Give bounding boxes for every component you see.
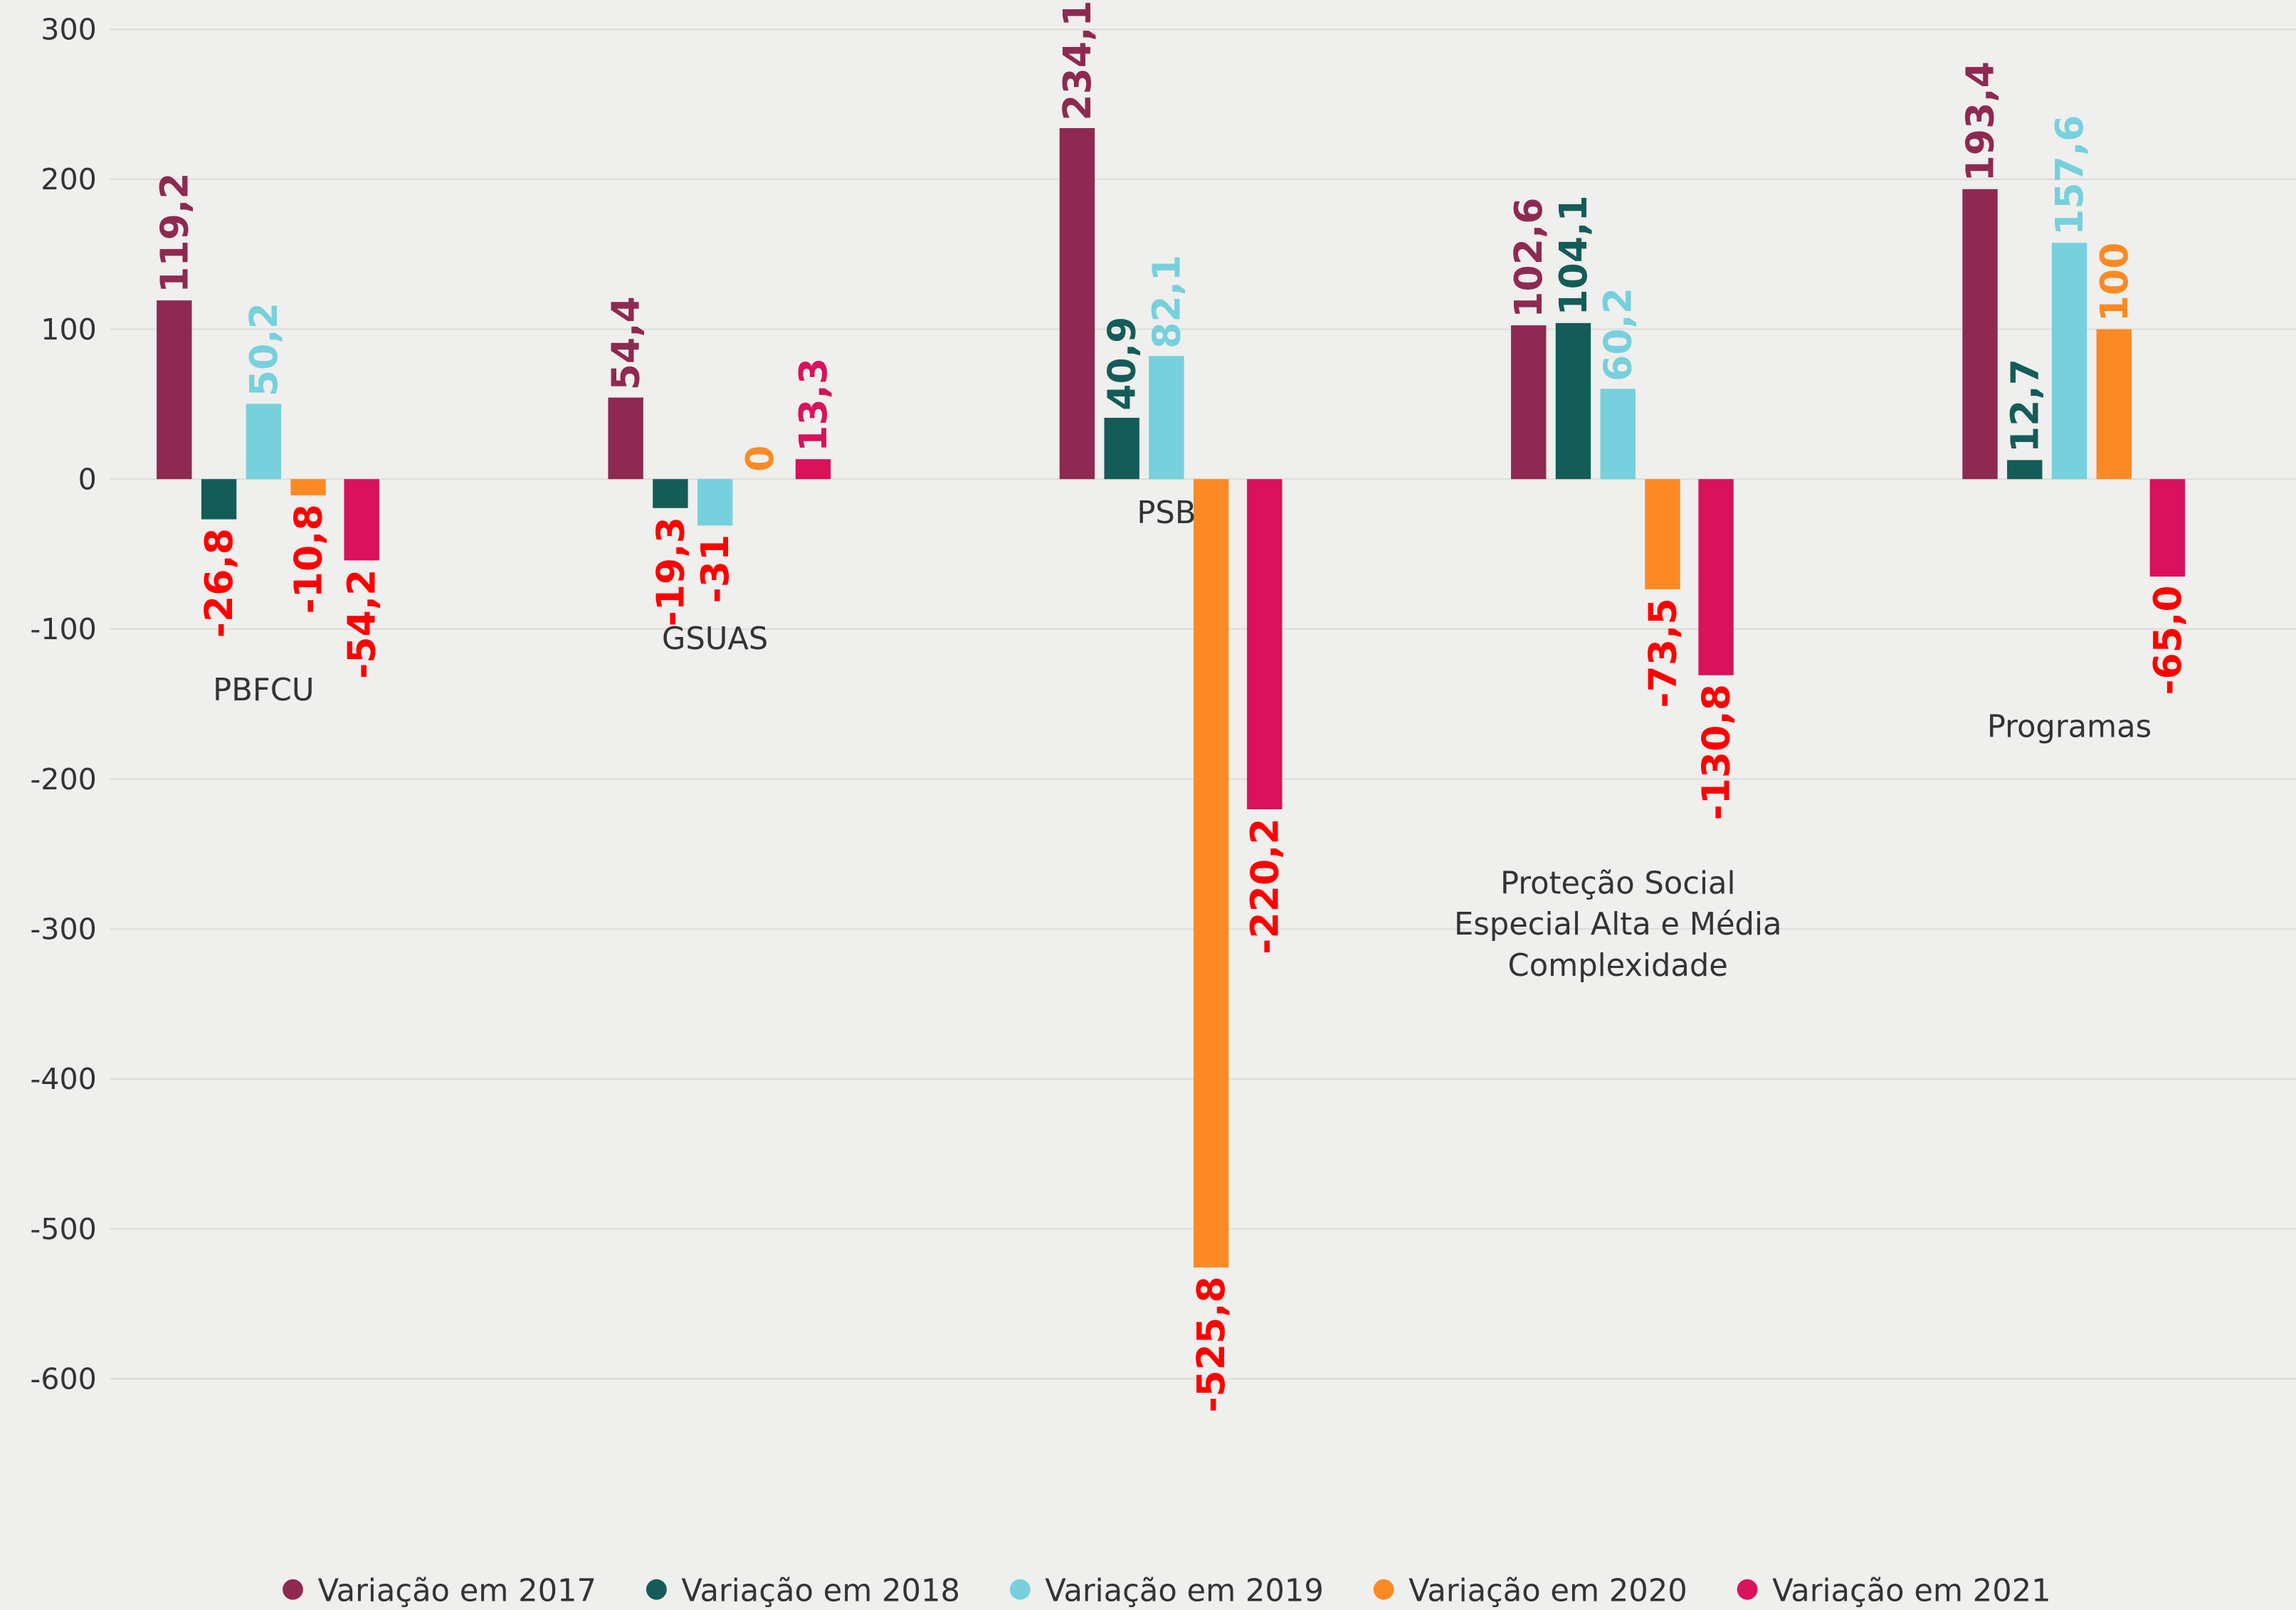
- category-line: Programas: [1987, 709, 2152, 745]
- value-label: 0: [737, 446, 782, 472]
- bar: [1104, 417, 1139, 480]
- y-tick-label: -100: [30, 612, 96, 646]
- bar: [1511, 325, 1547, 480]
- value-label: -130,8: [1694, 684, 1739, 820]
- category-label: Proteção Social Especial Alta e Média Comp…: [1454, 866, 1781, 984]
- bar: [1247, 479, 1283, 810]
- legend-label: Variação em 2017: [317, 1574, 596, 1609]
- y-tick-label: 300: [41, 13, 97, 47]
- value-label: -220,2: [1242, 818, 1287, 954]
- legend-marker: [1737, 1579, 1758, 1600]
- value-label: 82,1: [1144, 255, 1189, 349]
- y-tick-label: -400: [30, 1062, 96, 1096]
- category-line: GSUAS: [662, 621, 768, 657]
- bar: [2149, 479, 2186, 577]
- category-line: PBFCU: [213, 673, 314, 708]
- legend-label: Variação em 2018: [681, 1574, 960, 1609]
- bar: [1059, 127, 1095, 480]
- y-tick-label: 100: [41, 312, 97, 347]
- bar: [2007, 460, 2043, 480]
- bar: [2096, 329, 2132, 480]
- value-label: 100: [2092, 242, 2137, 322]
- value-label: -73,5: [1640, 598, 1685, 707]
- value-label: -10,8: [286, 504, 331, 614]
- bar: [1149, 356, 1184, 480]
- legend-label: Variação em 2021: [1772, 1574, 2051, 1609]
- bar: [1600, 389, 1636, 480]
- value-label: 12,7: [2002, 359, 2047, 453]
- value-label: -31: [693, 535, 737, 604]
- value-label: 104,1: [1551, 195, 1596, 315]
- category-line: Proteção Social: [1500, 866, 1735, 902]
- bar: [795, 459, 831, 480]
- bar: [653, 479, 688, 508]
- bar: [1698, 479, 1734, 675]
- bar: [1193, 479, 1229, 1268]
- y-tick-label: -600: [30, 1362, 96, 1396]
- value-label: -19,3: [648, 517, 693, 626]
- y-tick-label: 200: [41, 162, 97, 196]
- y-tick-label: -300: [30, 912, 96, 947]
- bar: [157, 300, 192, 480]
- legend-marker: [283, 1579, 303, 1600]
- category-label: GSUAS: [662, 621, 768, 657]
- value-label: -65,0: [2145, 585, 2190, 695]
- bar: [290, 479, 326, 495]
- category-line: Complexidade: [1508, 948, 1728, 984]
- value-label: 60,2: [1596, 288, 1641, 382]
- value-label: 157,6: [2047, 115, 2092, 236]
- value-label: 119,2: [152, 172, 196, 293]
- value-label: 193,4: [1958, 61, 2003, 181]
- value-label: 54,4: [604, 296, 648, 390]
- bar: [1645, 479, 1680, 589]
- bar: [608, 397, 643, 480]
- legend-marker: [1373, 1579, 1394, 1600]
- category-label: PBFCU: [213, 673, 314, 708]
- bar: [2051, 243, 2087, 480]
- y-tick-label: 0: [78, 463, 97, 497]
- value-label: 40,9: [1100, 317, 1144, 411]
- bar: [344, 479, 379, 561]
- value-label: 13,3: [791, 358, 836, 452]
- category-line: PSB: [1137, 495, 1196, 531]
- category-label: PSB: [1137, 495, 1196, 531]
- bar: [1962, 189, 1998, 480]
- legend-marker: [1009, 1579, 1031, 1600]
- category-label: Programas: [1987, 709, 2152, 745]
- value-label: 50,2: [241, 302, 286, 396]
- bar: [1555, 322, 1591, 480]
- value-label: -54,2: [339, 569, 384, 679]
- category-line: Especial Alta e Média: [1454, 907, 1781, 942]
- bar: [201, 479, 237, 520]
- bar: [246, 404, 282, 480]
- value-label: -26,8: [196, 528, 241, 638]
- y-tick-label: -500: [30, 1212, 96, 1246]
- bar: [697, 479, 733, 526]
- value-label: -525,8: [1189, 1276, 1233, 1412]
- legend-marker: [646, 1579, 667, 1600]
- value-label: 234,1: [1055, 0, 1100, 120]
- legend-label: Variação em 2020: [1408, 1574, 1687, 1609]
- legend-label: Variação em 2019: [1045, 1574, 1324, 1609]
- y-tick-label: -200: [30, 762, 96, 796]
- value-label: 102,6: [1506, 197, 1551, 317]
